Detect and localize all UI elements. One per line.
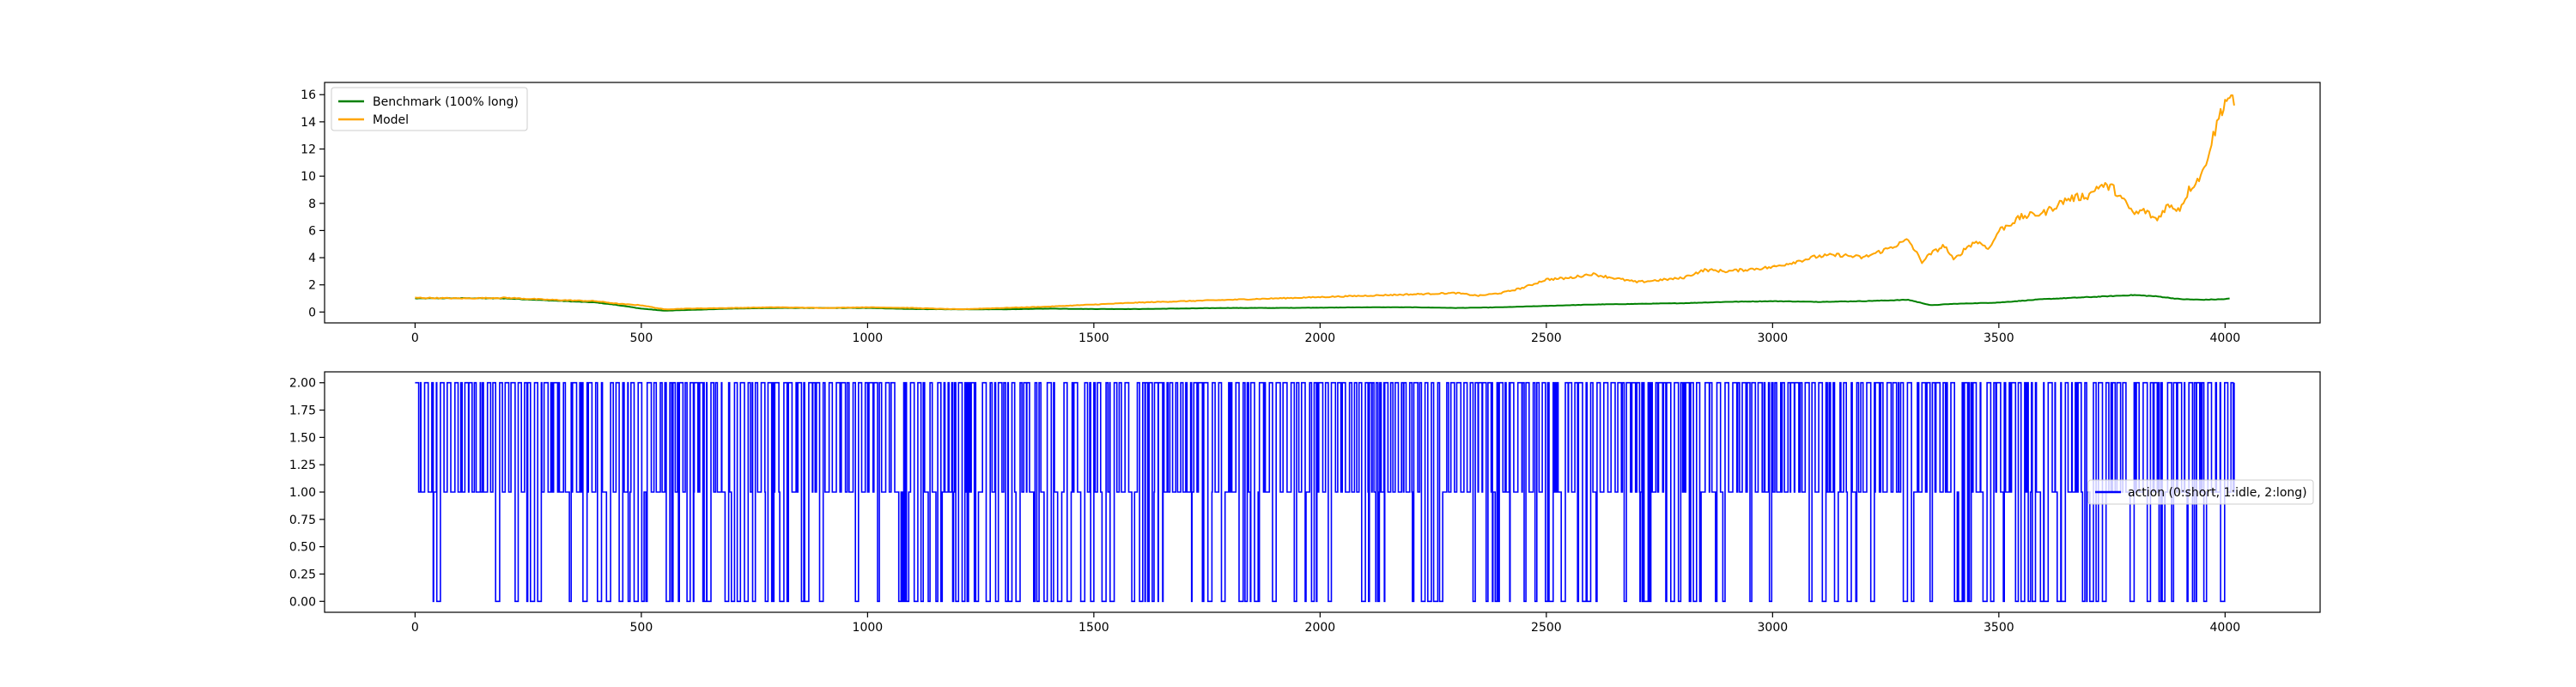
legend-label-action: action (0:short, 1:idle, 2:long) bbox=[2128, 486, 2307, 500]
x-tick-label: 4000 bbox=[2210, 331, 2241, 345]
x-tick-label: 1500 bbox=[1078, 331, 1109, 345]
x-tick-label: 500 bbox=[630, 331, 653, 345]
equity-chart: 0 500 1000 1500 2000 2500 3000 3500 4000 0 2 4 6 8 10 1… bbox=[301, 82, 2321, 345]
y-tick-label: 1.00 bbox=[289, 486, 316, 500]
y-tick-label: 1.50 bbox=[289, 431, 316, 445]
action-legend: action (0:short, 1:idle, 2:long) bbox=[2087, 479, 2314, 505]
y-tick-label: 8 bbox=[308, 198, 316, 211]
action-ticks-layer: 0 500 1000 1500 2000 2500 3000 3500 4000 0.00 0.25… bbox=[289, 377, 2240, 635]
y-tick-label: 2.00 bbox=[289, 377, 316, 391]
y-tick-label: 0.25 bbox=[289, 568, 316, 581]
y-tick-label: 14 bbox=[301, 116, 316, 130]
equity-series-layer bbox=[415, 94, 2235, 312]
x-tick-label: 3500 bbox=[1984, 331, 2014, 345]
series-line-action bbox=[415, 381, 2235, 603]
legend-label-benchmark: Benchmark (100% long) bbox=[373, 95, 519, 109]
x-tick-label: 3500 bbox=[1984, 621, 2014, 635]
y-tick-label: 2 bbox=[308, 279, 316, 293]
legend-label-model: Model bbox=[373, 113, 409, 127]
y-tick-label: 4 bbox=[308, 252, 316, 265]
series-line-model bbox=[415, 94, 2235, 311]
equity-ticks-layer: 0 500 1000 1500 2000 2500 3000 3500 4000 0 2 4 6 8 10 1… bbox=[301, 88, 2240, 345]
x-tick-label: 1000 bbox=[853, 621, 884, 635]
x-tick-label: 2000 bbox=[1305, 621, 1336, 635]
equity-legend-box bbox=[331, 87, 528, 131]
action-chart: 0 500 1000 1500 2000 2500 3000 3500 4000 0.00 0.25… bbox=[289, 371, 2321, 635]
x-tick-label: 2500 bbox=[1531, 331, 1562, 345]
x-tick-label: 3000 bbox=[1758, 331, 1789, 345]
x-tick-label: 0 bbox=[411, 621, 419, 635]
x-tick-label: 2500 bbox=[1531, 621, 1562, 635]
equity-axes-frame bbox=[324, 82, 2321, 324]
y-tick-label: 12 bbox=[301, 143, 316, 157]
y-tick-label: 1.25 bbox=[289, 459, 316, 472]
y-tick-label: 6 bbox=[308, 224, 316, 238]
y-tick-label: 16 bbox=[301, 88, 316, 102]
y-tick-label: 0.75 bbox=[289, 514, 316, 527]
y-tick-label: 0.50 bbox=[289, 541, 316, 555]
x-tick-label: 500 bbox=[630, 621, 653, 635]
y-tick-label: 1.75 bbox=[289, 404, 316, 418]
y-tick-label: 0.00 bbox=[289, 595, 316, 609]
action-legend-box bbox=[2087, 479, 2314, 505]
x-tick-label: 4000 bbox=[2210, 621, 2241, 635]
y-tick-label: 10 bbox=[301, 170, 316, 184]
x-tick-label: 1500 bbox=[1078, 621, 1109, 635]
action-series-layer bbox=[415, 381, 2235, 603]
y-tick-label: 0 bbox=[308, 306, 316, 319]
x-tick-label: 3000 bbox=[1758, 621, 1789, 635]
x-tick-label: 0 bbox=[411, 331, 419, 345]
x-tick-label: 1000 bbox=[853, 331, 884, 345]
equity-legend: Benchmark (100% long) Model bbox=[331, 87, 528, 131]
x-tick-label: 2000 bbox=[1305, 331, 1336, 345]
